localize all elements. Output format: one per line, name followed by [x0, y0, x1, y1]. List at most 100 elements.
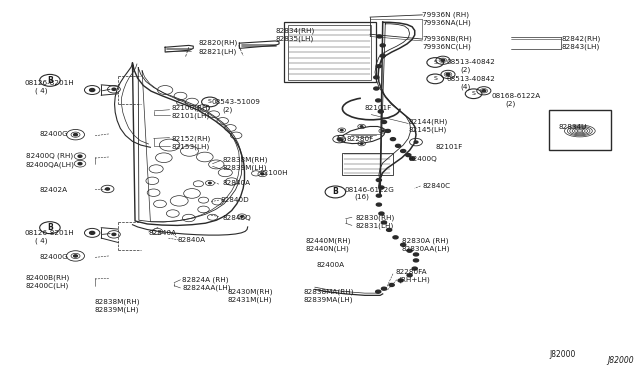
Text: 82840A: 82840A	[178, 237, 206, 243]
Text: (2): (2)	[506, 100, 516, 107]
Text: 82400Q (RH): 82400Q (RH)	[26, 153, 73, 160]
Bar	[549, 110, 611, 150]
Circle shape	[378, 110, 383, 113]
Circle shape	[337, 138, 341, 140]
Text: (RH+LH): (RH+LH)	[398, 276, 430, 283]
Text: J82000: J82000	[607, 356, 634, 365]
Text: 82101(LH): 82101(LH)	[172, 113, 210, 119]
Circle shape	[412, 267, 417, 270]
Text: 82838M(RH): 82838M(RH)	[223, 157, 268, 163]
Text: 82400C(LH): 82400C(LH)	[26, 282, 69, 289]
Circle shape	[413, 259, 419, 262]
Circle shape	[376, 99, 381, 102]
Text: 82840C: 82840C	[422, 183, 451, 189]
Text: 82280F: 82280F	[347, 136, 374, 142]
Circle shape	[381, 121, 387, 124]
Circle shape	[401, 150, 406, 153]
Text: 79936NC(LH): 79936NC(LH)	[422, 44, 471, 51]
Bar	[288, 25, 371, 80]
Text: 82431M(LH): 82431M(LH)	[228, 297, 273, 304]
Text: S: S	[433, 76, 437, 81]
Text: 82400G: 82400G	[40, 254, 68, 260]
Text: 08126-8201H: 08126-8201H	[24, 230, 74, 236]
Bar	[284, 22, 376, 82]
Circle shape	[377, 35, 382, 38]
Text: 82840D: 82840D	[221, 197, 250, 203]
Circle shape	[390, 138, 396, 141]
Text: 82430M(RH): 82430M(RH)	[228, 289, 273, 295]
Text: 82100(RH): 82100(RH)	[172, 105, 211, 111]
Text: 82101F: 82101F	[435, 144, 463, 150]
Circle shape	[376, 290, 381, 293]
Circle shape	[380, 44, 385, 47]
Text: S: S	[433, 60, 437, 65]
Text: 79936NB(RH): 79936NB(RH)	[422, 36, 472, 42]
Circle shape	[401, 243, 406, 246]
Text: 82843(LH): 82843(LH)	[562, 44, 600, 51]
Circle shape	[410, 157, 415, 160]
Circle shape	[396, 144, 401, 147]
Circle shape	[414, 141, 418, 143]
Circle shape	[340, 139, 343, 141]
Circle shape	[374, 76, 379, 79]
Circle shape	[376, 179, 381, 182]
Circle shape	[374, 87, 379, 90]
Text: (16): (16)	[355, 194, 369, 201]
Circle shape	[385, 129, 390, 132]
Text: 82400Q: 82400Q	[408, 156, 437, 162]
Circle shape	[241, 216, 243, 217]
Circle shape	[446, 73, 450, 76]
Text: 82440M(RH): 82440M(RH)	[306, 238, 351, 244]
Text: 08543-51009: 08543-51009	[211, 99, 260, 105]
Text: ( 4): ( 4)	[35, 238, 48, 244]
Text: 82400B(RH): 82400B(RH)	[26, 274, 70, 281]
Text: ( 4): ( 4)	[35, 87, 48, 94]
Text: 08146-6122G: 08146-6122G	[344, 187, 394, 193]
Circle shape	[209, 182, 211, 184]
Circle shape	[90, 89, 95, 92]
Text: 82840Q: 82840Q	[223, 215, 252, 221]
Text: 82839M(LH): 82839M(LH)	[223, 165, 268, 171]
Text: 08513-40842: 08513-40842	[447, 60, 495, 65]
Text: 82152(RH): 82152(RH)	[172, 135, 211, 142]
Text: 82145(LH): 82145(LH)	[408, 127, 447, 134]
Circle shape	[112, 233, 116, 235]
Text: 08513-40842: 08513-40842	[447, 76, 495, 82]
Circle shape	[78, 163, 82, 165]
Circle shape	[482, 90, 486, 92]
Text: S: S	[208, 99, 212, 105]
Text: 82840A: 82840A	[222, 180, 250, 186]
Bar	[342, 153, 393, 175]
Circle shape	[393, 236, 398, 239]
Circle shape	[360, 143, 363, 144]
Circle shape	[381, 287, 387, 290]
Text: 82834U: 82834U	[558, 124, 586, 130]
Circle shape	[261, 173, 264, 175]
Text: 82824A (RH): 82824A (RH)	[182, 276, 229, 283]
Text: 82834(RH): 82834(RH)	[275, 27, 314, 34]
Circle shape	[112, 88, 116, 90]
Circle shape	[340, 129, 343, 131]
Circle shape	[379, 212, 384, 215]
Circle shape	[90, 231, 95, 234]
Text: 79936N (RH): 79936N (RH)	[422, 12, 469, 18]
Text: 08126-8201H: 08126-8201H	[24, 80, 74, 86]
Circle shape	[376, 203, 381, 206]
Text: 82100H: 82100H	[260, 170, 289, 176]
Text: (2): (2)	[461, 67, 471, 73]
Text: 82153(LH): 82153(LH)	[172, 144, 210, 150]
Text: (2): (2)	[223, 106, 233, 113]
Text: 82821(LH): 82821(LH)	[198, 48, 237, 55]
Circle shape	[389, 283, 394, 286]
Text: 82835(LH): 82835(LH)	[275, 35, 314, 42]
Circle shape	[381, 221, 387, 224]
Circle shape	[376, 194, 381, 197]
Circle shape	[74, 134, 77, 136]
Text: 82400G: 82400G	[40, 131, 68, 137]
Circle shape	[398, 279, 403, 282]
Text: 82838M(RH): 82838M(RH)	[94, 299, 140, 305]
Text: 82830(RH): 82830(RH)	[355, 214, 394, 221]
Text: 79936NA(LH): 79936NA(LH)	[422, 20, 471, 26]
Text: B: B	[47, 76, 52, 85]
Text: 82838MA(RH): 82838MA(RH)	[303, 289, 354, 295]
